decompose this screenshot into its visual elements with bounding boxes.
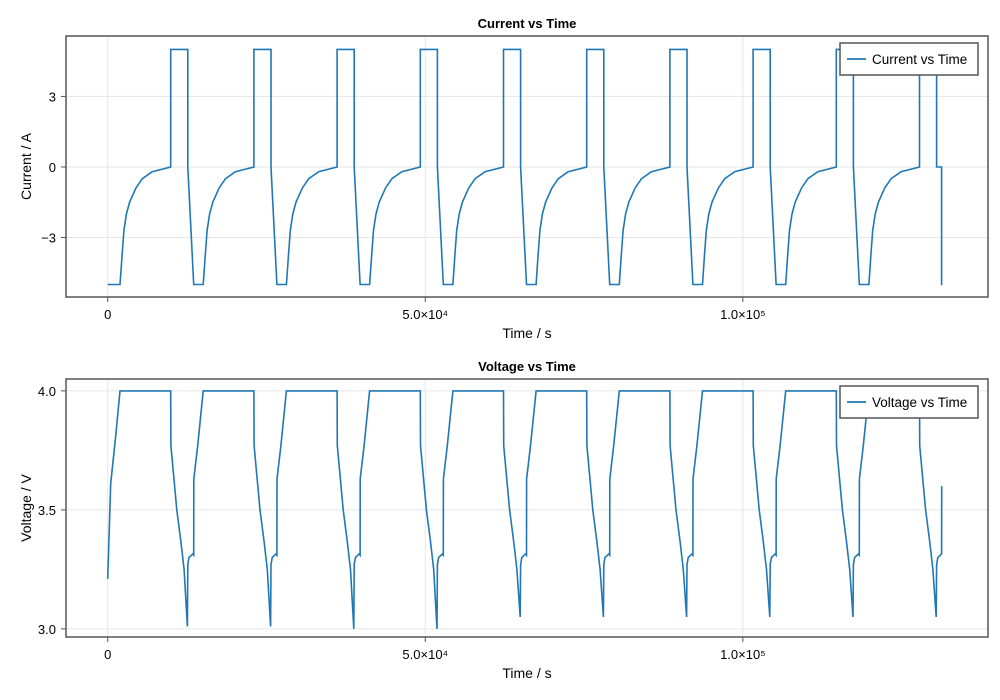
x-axis-label: Time / s — [502, 665, 551, 681]
y-tick-label: 0 — [49, 160, 56, 175]
series-line — [106, 390, 943, 629]
legend: Current vs Time — [839, 42, 979, 76]
legend-entry: Voltage vs Time — [872, 395, 967, 410]
subplot-voltage: 0 5.0×10⁴ 1.0×10⁵ 3.0 3.5 4.0 Voltage vs Time T… — [18, 359, 989, 681]
subplot-current: 0 5.0×10⁴ 1.0×10⁵ −3 0 3 Current vs Time Time /… — [18, 16, 989, 341]
x-axis-label: Time / s — [502, 325, 551, 341]
y-tick-label: 3.5 — [38, 503, 56, 518]
chart-title: Current vs Time — [478, 16, 577, 31]
axes-frame — [65, 378, 989, 638]
y-axis-label: Current / A — [18, 132, 34, 200]
x-tick-label: 0 — [104, 307, 111, 322]
x-tick-label: 5.0×10⁴ — [402, 647, 448, 662]
x-tick-label: 0 — [104, 647, 111, 662]
x-tick-label: 5.0×10⁴ — [402, 307, 448, 322]
series-line — [107, 48, 943, 286]
chart-title: Voltage vs Time — [478, 359, 576, 374]
legend-entry: Current vs Time — [872, 52, 967, 67]
y-axis-label: Voltage / V — [18, 473, 34, 541]
x-tick-label: 1.0×10⁵ — [720, 307, 766, 322]
y-tick-label: −3 — [41, 231, 56, 246]
legend: Voltage vs Time — [839, 385, 979, 419]
y-tick-label: 3.0 — [38, 622, 56, 637]
y-tick-label: 4.0 — [38, 384, 56, 399]
x-tick-label: 1.0×10⁵ — [720, 647, 766, 662]
y-tick-label: 3 — [49, 89, 56, 104]
